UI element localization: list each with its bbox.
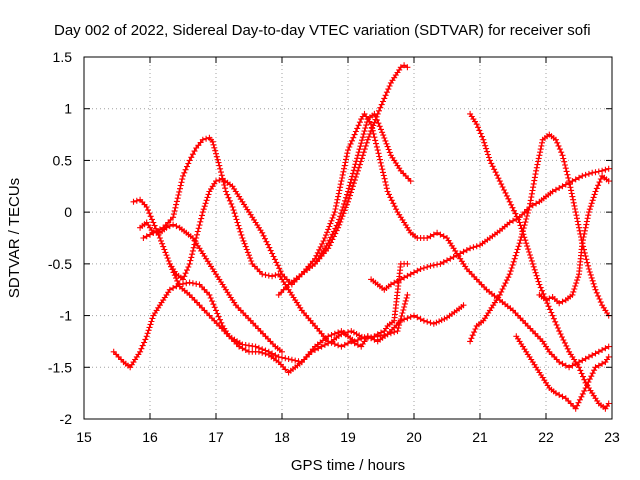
axis-ticks: 15 16 17 18 19 20 21 22 23 -2 -1.5 -1 -0.5 0 0.5 1 1.5 [48, 49, 620, 445]
series-track-d [140, 221, 285, 355]
series-track-l [513, 333, 612, 412]
x-tick-label: 20 [406, 429, 422, 445]
series-track-f [275, 110, 612, 371]
plus-markers [130, 196, 467, 366]
x-axis-label: GPS time / hours [291, 457, 405, 474]
plus-markers [275, 110, 612, 371]
data-series [110, 62, 612, 412]
series-track-j [467, 131, 612, 345]
plus-markers [467, 131, 612, 345]
plus-markers [137, 134, 411, 350]
y-tick-label: -2 [60, 411, 73, 427]
x-tick-label: 21 [472, 429, 488, 445]
y-tick-label: 0 [64, 204, 72, 220]
y-tick-label: -1 [60, 308, 73, 324]
x-tick-label: 23 [604, 429, 620, 445]
x-tick-label: 17 [208, 429, 224, 445]
series-track-e [166, 62, 411, 288]
x-tick-label: 22 [538, 429, 554, 445]
x-tick-label: 15 [76, 429, 92, 445]
y-tick-label: -1.5 [48, 359, 72, 375]
x-tick-label: 18 [274, 429, 290, 445]
y-tick-label: -0.5 [48, 256, 72, 272]
series-track-g [312, 110, 414, 267]
y-tick-label: 1 [64, 101, 72, 117]
chart-title: Day 002 of 2022, Sidereal Day-to-day VTE… [54, 22, 591, 39]
y-axis-label: SDTVAR / TECUs [6, 178, 23, 298]
plus-markers [312, 110, 414, 267]
series-track-c [137, 134, 411, 350]
plus-markers [140, 221, 285, 355]
y-tick-label: 0.5 [53, 152, 73, 168]
y-tick-label: 1.5 [53, 49, 73, 65]
series-track-k [536, 172, 612, 307]
x-tick-label: 19 [340, 429, 356, 445]
plus-markers [536, 172, 612, 307]
plus-markers [513, 333, 612, 412]
plus-markers [467, 110, 612, 412]
x-tick-label: 16 [142, 429, 158, 445]
series-track-i [467, 110, 612, 412]
